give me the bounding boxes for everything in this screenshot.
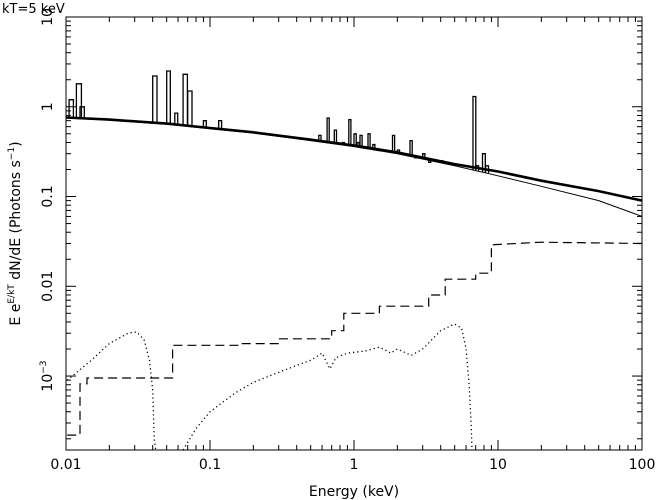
- y-label-suffix: ): [8, 141, 24, 146]
- emission-line: [409, 139, 413, 157]
- plot-area: [65, 70, 643, 451]
- y-tick-label: 10−3: [39, 360, 56, 391]
- emission-line: [75, 83, 83, 119]
- emission-line: [152, 75, 158, 124]
- chart-title: kT=5 keV: [2, 2, 65, 17]
- x-tick-label: 1: [350, 457, 359, 473]
- emission-line: [79, 106, 85, 119]
- x-tick-label: 100: [629, 457, 656, 473]
- y-label-middle: dN/dE (Photons s: [8, 160, 24, 284]
- emission-line: [341, 141, 346, 145]
- emission-line: [367, 133, 371, 149]
- y-tick-label: 10: [40, 8, 56, 26]
- emission-line: [166, 70, 171, 125]
- emission-line: [356, 141, 360, 148]
- series-line-dotted: [66, 331, 157, 451]
- axis-ticks: [65, 16, 643, 450]
- emission-line: [218, 120, 223, 130]
- emission-line: [440, 160, 444, 163]
- emission-line: [353, 133, 357, 147]
- emission-line: [318, 134, 322, 142]
- emission-line: [359, 134, 363, 148]
- y-tick-label: 0.1: [40, 185, 56, 207]
- emission-line: [372, 143, 376, 150]
- y-axis-label: E eE/kT dN/dE (Photons s−1): [7, 141, 24, 325]
- series-line-dashed: [67, 241, 643, 436]
- emission-line: [391, 134, 396, 153]
- axis-tick-labels: 0.01 0.1 1 10 100 10 1 0.1 0.01 10−3: [39, 8, 655, 473]
- emission-line: [484, 165, 490, 173]
- emission-line: [348, 118, 352, 146]
- emission-line: [428, 160, 432, 164]
- y-label-sup-unit: −1: [7, 147, 17, 160]
- x-tick-label: 0.1: [199, 457, 221, 473]
- emission-line: [481, 153, 486, 173]
- emission-line: [472, 95, 477, 170]
- y-tick-label: 1: [40, 102, 56, 111]
- x-tick-label: 10: [489, 457, 507, 473]
- emission-line: [187, 90, 193, 127]
- y-tick-label: 0.01: [40, 271, 56, 302]
- emission-line: [333, 129, 338, 144]
- x-axis-label: Energy (keV): [309, 484, 399, 500]
- emission-line: [202, 120, 207, 128]
- emission-line: [422, 153, 426, 159]
- x-tick-label: 0.01: [50, 457, 81, 473]
- series-line-dotted: [182, 323, 473, 451]
- emission-line: [182, 73, 189, 126]
- y-label-sup-exponent: E/kT: [7, 284, 17, 304]
- emission-line: [326, 117, 330, 143]
- y-label-prefix: E e: [8, 304, 24, 326]
- emission-line: [396, 149, 401, 154]
- series-line-thick-solid: [65, 116, 643, 202]
- series-line-thin-solid: [65, 117, 643, 217]
- emission-line: [174, 112, 179, 125]
- emission-line: [475, 165, 480, 171]
- emission-line: [68, 99, 75, 119]
